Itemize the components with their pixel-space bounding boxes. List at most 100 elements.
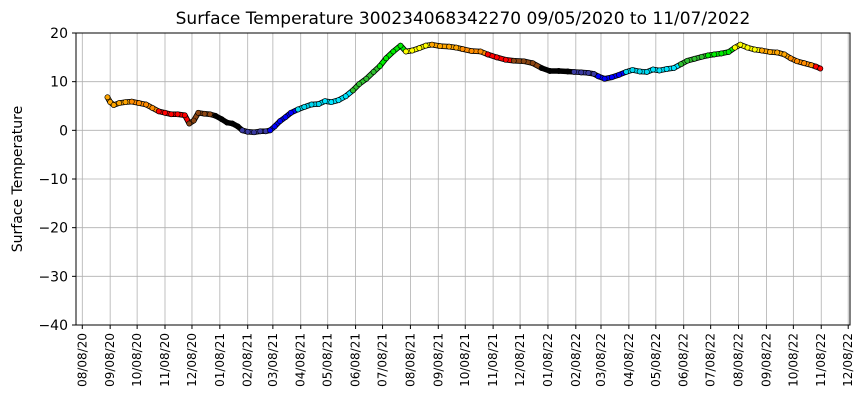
data-point <box>684 57 691 64</box>
data-point <box>670 65 677 71</box>
y-tick-label: −10 <box>38 172 68 188</box>
y-tick-label: 10 <box>50 75 68 91</box>
data-point <box>546 68 553 74</box>
data-point <box>104 94 111 101</box>
data-point <box>759 47 765 54</box>
data-point <box>328 99 335 106</box>
data-point <box>295 106 301 113</box>
x-tick-label: 01/08/22 <box>541 333 555 387</box>
data-point <box>691 55 698 62</box>
data-point <box>376 63 383 69</box>
data-point <box>363 75 370 82</box>
data-point <box>555 68 562 74</box>
data-point <box>181 112 188 119</box>
y-axis-ticks: −40 −30 −20 −10 0 10 20 <box>38 26 76 334</box>
x-tick-label: 10/08/22 <box>786 333 800 387</box>
y-tick-label: 0 <box>59 123 68 139</box>
data-point <box>383 55 390 62</box>
data-point <box>629 67 636 73</box>
data-point <box>397 42 404 49</box>
data-point <box>122 99 129 106</box>
data-point <box>590 70 597 77</box>
data-point <box>502 56 509 63</box>
y-tick-label: −20 <box>38 221 68 237</box>
data-point <box>287 109 294 116</box>
data-point <box>429 41 435 48</box>
x-tick-label: 04/08/21 <box>294 333 308 387</box>
y-tick-label: −30 <box>38 269 68 285</box>
data-point <box>459 46 466 52</box>
y-tick-label: −40 <box>38 318 68 334</box>
y-tick-label: 20 <box>50 26 68 42</box>
x-tick-label: 05/08/22 <box>649 333 663 387</box>
data-point <box>737 41 744 48</box>
data-point <box>643 69 650 75</box>
data-point <box>267 127 274 134</box>
data-point <box>744 44 751 51</box>
data-point <box>335 97 342 104</box>
data-point <box>656 67 663 74</box>
data-point <box>468 48 475 54</box>
x-tick-label: 10/08/21 <box>458 333 472 387</box>
x-tick-label: 08/08/21 <box>403 333 417 387</box>
data-point <box>149 105 156 111</box>
x-tick-label: 06/08/22 <box>677 333 691 387</box>
data-point <box>186 120 193 127</box>
data-point <box>520 58 527 65</box>
data-point <box>595 73 602 80</box>
data-point <box>510 57 517 64</box>
x-tick-label: 07/08/22 <box>704 333 718 387</box>
data-point <box>218 116 225 123</box>
x-tick-label: 12/08/20 <box>185 333 199 387</box>
data-point <box>244 128 251 135</box>
data-point <box>623 69 630 75</box>
x-tick-label: 12/08/21 <box>513 333 527 387</box>
data-point <box>315 101 322 107</box>
data-point <box>678 61 684 68</box>
data-point <box>416 45 423 51</box>
x-tick-label: 02/08/22 <box>569 333 583 387</box>
data-point <box>817 65 824 72</box>
data-point <box>437 43 443 50</box>
x-tick-label: 05/08/21 <box>321 333 335 387</box>
x-tick-label: 07/08/21 <box>376 333 390 387</box>
data-point <box>308 101 315 108</box>
data-point <box>224 119 230 126</box>
data-point <box>636 68 643 75</box>
data-point <box>282 114 289 121</box>
data-point <box>390 48 397 55</box>
data-point <box>571 69 577 75</box>
data-point <box>801 60 808 67</box>
data-point <box>207 111 213 118</box>
data-point <box>168 111 175 118</box>
x-tick-label: 08/08/20 <box>75 333 89 387</box>
x-tick-label: 11/08/20 <box>158 333 172 387</box>
x-tick-label: 11/08/21 <box>486 333 500 387</box>
data-point <box>601 75 608 82</box>
data-point <box>234 123 241 130</box>
data-point <box>578 69 585 76</box>
data-point <box>585 70 592 76</box>
data-point <box>564 68 571 75</box>
data-point <box>751 46 758 53</box>
data-point <box>711 51 718 58</box>
data-point <box>787 55 794 62</box>
data-point <box>190 117 197 124</box>
data-point <box>493 54 500 61</box>
data-point <box>453 44 460 51</box>
x-axis-ticks: 08/08/20 09/08/20 10/08/20 11/08/20 12/08/20… <box>75 325 855 387</box>
data-point <box>718 50 725 57</box>
data-point <box>774 49 781 56</box>
data-point <box>201 110 208 117</box>
x-tick-label: 12/08/22 <box>841 333 855 387</box>
chart-title: Surface Temperature 300234068342270 09/0… <box>176 9 751 29</box>
data-point <box>698 53 705 60</box>
temperature-series <box>104 41 824 136</box>
x-tick-label: 08/08/22 <box>732 333 746 387</box>
data-point <box>195 109 202 116</box>
data-point <box>271 123 278 130</box>
data-point <box>616 71 622 78</box>
data-point <box>349 87 356 94</box>
data-point <box>128 98 135 105</box>
